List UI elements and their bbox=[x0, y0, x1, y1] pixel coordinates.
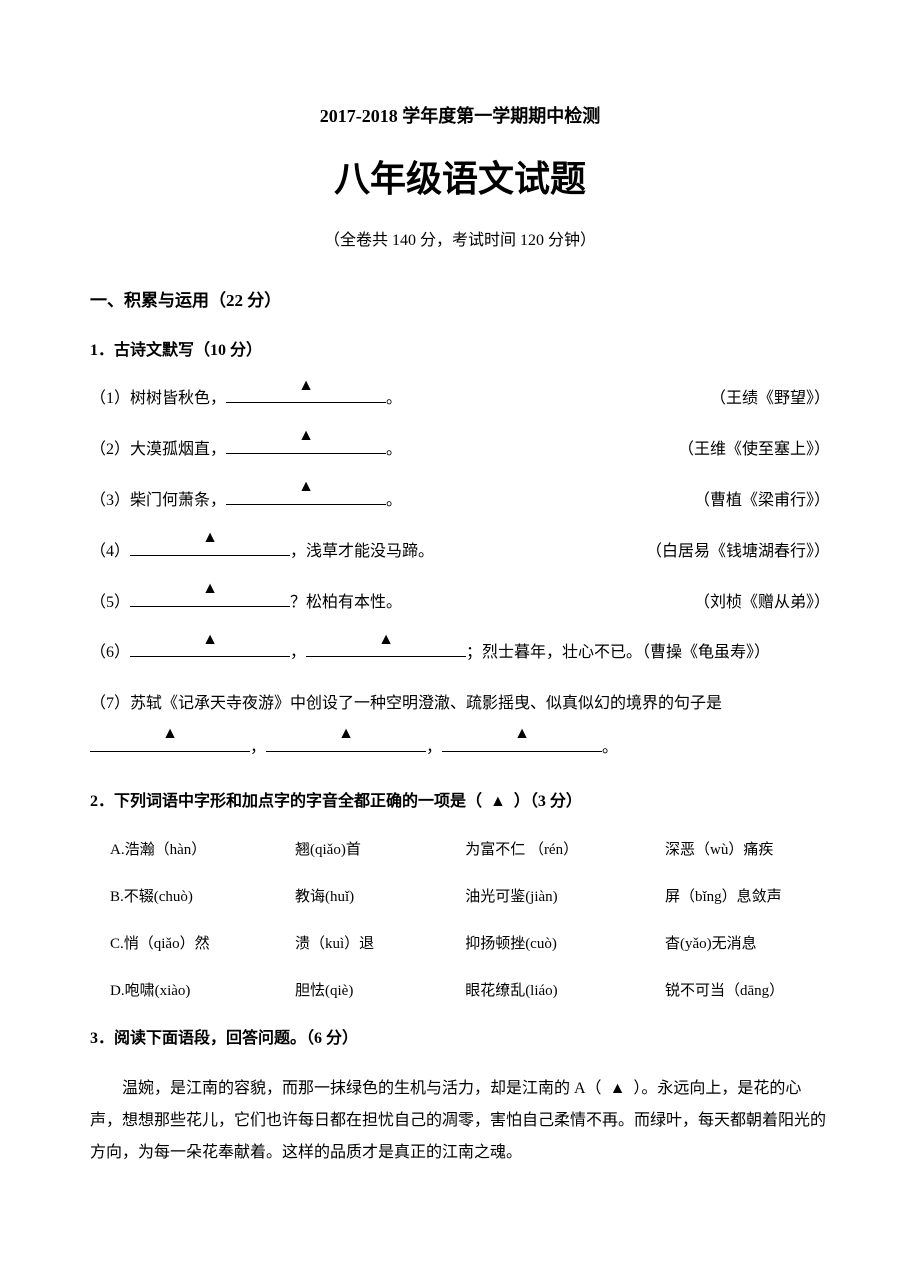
fill-blank: ▲ bbox=[266, 734, 426, 752]
q2-c-3: 抑扬顿挫(cuò) bbox=[445, 931, 645, 958]
q2-option-b: B.不辍(chuò) 教诲(huǐ) 油光可鉴(jiàn) 屏（bǐng）息敛声 bbox=[90, 884, 830, 911]
q1-2-suffix: 。 bbox=[386, 441, 402, 458]
triangle-icon: ▲ bbox=[610, 1080, 626, 1097]
q2-b-1: B.不辍(chuò) bbox=[90, 884, 275, 911]
q3-paragraph: 温婉，是江南的容貌，而那一抹绿色的生机与活力，却是江南的 A（ ▲ ）。永远向上… bbox=[90, 1073, 830, 1169]
triangle-icon: ▲ bbox=[202, 524, 218, 553]
q1-1-cite: （王绩《野望》） bbox=[670, 385, 830, 414]
q3-para-pre: 温婉，是江南的容貌，而那一抹绿色的生机与活力，却是江南的 A（ bbox=[122, 1080, 602, 1097]
q1-6-prefix: （6） bbox=[90, 644, 130, 661]
section-1-heading: 一、积累与运用（22 分） bbox=[90, 286, 830, 317]
q1-item-3: （3）柴门何萧条，▲。 （曹植《梁甫行》） bbox=[90, 487, 830, 516]
q1-heading: 1．古诗文默写（10 分） bbox=[90, 337, 830, 366]
q1-4-prefix: （4） bbox=[90, 543, 130, 560]
q1-item-5: （5）▲？松柏有本性。 （刘桢《赠从弟》） bbox=[90, 589, 830, 618]
fill-blank: ▲ bbox=[226, 385, 386, 403]
q1-1-prefix: （1）树树皆秋色， bbox=[90, 390, 226, 407]
q1-item-6: （6）▲，▲；烈士暮年，壮心不已。（曹操《龟虽寿》） bbox=[90, 639, 830, 668]
q2-option-d: D.咆啸(xiào) 胆怯(qiè) 眼花缭乱(liáo) 锐不可当（dāng） bbox=[90, 978, 830, 1005]
fill-blank: ▲ bbox=[442, 734, 602, 752]
triangle-icon: ▲ bbox=[378, 626, 394, 655]
q3-heading: 3．阅读下面语段，回答问题。（6 分） bbox=[90, 1025, 830, 1054]
q2-d-2: 胆怯(qiè) bbox=[275, 978, 445, 1005]
q2-c-2: 溃（kuì）退 bbox=[275, 931, 445, 958]
q1-3-prefix: （3）柴门何萧条， bbox=[90, 492, 226, 509]
q1-item-4: （4）▲，浅草才能没马蹄。 （白居易《钱塘湖春行》） bbox=[90, 538, 830, 567]
q1-2-cite: （王维《使至塞上》） bbox=[638, 436, 830, 465]
q1-1-suffix: 。 bbox=[386, 390, 402, 407]
q2-option-c: C.悄（qiǎo）然 溃（kuì）退 抑扬顿挫(cuò) 杳(yǎo)无消息 bbox=[90, 931, 830, 958]
q2-c-1: C.悄（qiǎo）然 bbox=[90, 931, 275, 958]
q1-item-7: （7）苏轼《记承天寺夜游》中创设了一种空明澄澈、疏影摇曳、似真似幻的境界的句子是… bbox=[90, 690, 830, 763]
q2-a-4: 深恶（wù）痛疾 bbox=[645, 837, 830, 864]
q2-d-3: 眼花缭乱(liáo) bbox=[445, 978, 645, 1005]
q2-a-2: 翘(qiǎo)首 bbox=[275, 837, 445, 864]
q1-item-2: （2）大漠孤烟直，▲。 （王维《使至塞上》） bbox=[90, 436, 830, 465]
q2-options: A.浩瀚（hàn） 翘(qiǎo)首 为富不仁 （rén） 深恶（wù）痛疾 B… bbox=[90, 837, 830, 1005]
triangle-icon: ▲ bbox=[298, 422, 314, 451]
fill-blank: ▲ bbox=[226, 436, 386, 454]
triangle-icon: ▲ bbox=[202, 626, 218, 655]
q1-item-1: （1）树树皆秋色，▲。 （王绩《野望》） bbox=[90, 385, 830, 414]
triangle-icon: ▲ bbox=[338, 720, 354, 749]
fill-blank: ▲ bbox=[130, 589, 290, 607]
q1-5-suffix: ？松柏有本性。 bbox=[290, 594, 402, 611]
triangle-icon: ▲ bbox=[490, 793, 506, 810]
q2-b-4: 屏（bǐng）息敛声 bbox=[645, 884, 830, 911]
q1-2-prefix: （2）大漠孤烟直， bbox=[90, 441, 226, 458]
exam-main-title: 八年级语文试题 bbox=[90, 147, 830, 212]
q1-7-sep1: ， bbox=[250, 739, 266, 756]
exam-subtitle: （全卷共 140 分，考试时间 120 分钟） bbox=[90, 227, 830, 256]
q2-heading: 2．下列词语中字形和加点字的字音全都正确的一项是（ ▲ ）（3 分） bbox=[90, 788, 830, 817]
q1-3-suffix: 。 bbox=[386, 492, 402, 509]
q1-3-cite: （曹植《梁甫行》） bbox=[654, 487, 830, 516]
fill-blank: ▲ bbox=[306, 639, 466, 657]
q1-6-suffix: ；烈士暮年，壮心不已。（曹操《龟虽寿》） bbox=[466, 644, 770, 661]
fill-blank: ▲ bbox=[226, 487, 386, 505]
q2-heading-post: ）（3 分） bbox=[514, 793, 582, 810]
q2-c-4: 杳(yǎo)无消息 bbox=[645, 931, 830, 958]
q1-7-end: 。 bbox=[602, 739, 618, 756]
q2-a-1: A.浩瀚（hàn） bbox=[90, 837, 275, 864]
triangle-icon: ▲ bbox=[162, 720, 178, 749]
q2-b-2: 教诲(huǐ) bbox=[275, 884, 445, 911]
fill-blank: ▲ bbox=[90, 734, 250, 752]
q2-d-4: 锐不可当（dāng） bbox=[645, 978, 830, 1005]
q1-4-suffix: ，浅草才能没马蹄。 bbox=[290, 543, 434, 560]
q2-d-1: D.咆啸(xiào) bbox=[90, 978, 275, 1005]
q1-4-cite: （白居易《钱塘湖春行》） bbox=[606, 538, 830, 567]
triangle-icon: ▲ bbox=[298, 473, 314, 502]
q1-6-mid: ， bbox=[290, 644, 306, 661]
q1-5-prefix: （5） bbox=[90, 594, 130, 611]
q1-5-cite: （刘桢《赠从弟》） bbox=[654, 589, 830, 618]
q1-7-sep2: ， bbox=[426, 739, 442, 756]
exam-year-line: 2017-2018 学年度第一学期期中检测 bbox=[90, 100, 830, 132]
triangle-icon: ▲ bbox=[202, 575, 218, 604]
q2-a-3: 为富不仁 （rén） bbox=[445, 837, 645, 864]
q2-heading-pre: 2．下列词语中字形和加点字的字音全都正确的一项是（ bbox=[90, 793, 482, 810]
q2-option-a: A.浩瀚（hàn） 翘(qiǎo)首 为富不仁 （rén） 深恶（wù）痛疾 bbox=[90, 837, 830, 864]
triangle-icon: ▲ bbox=[514, 720, 530, 749]
q1-7-line: （7）苏轼《记承天寺夜游》中创设了一种空明澄澈、疏影摇曳、似真似幻的境界的句子是 bbox=[90, 690, 830, 719]
q2-b-3: 油光可鉴(jiàn) bbox=[445, 884, 645, 911]
fill-blank: ▲ bbox=[130, 538, 290, 556]
fill-blank: ▲ bbox=[130, 639, 290, 657]
triangle-icon: ▲ bbox=[298, 372, 314, 401]
